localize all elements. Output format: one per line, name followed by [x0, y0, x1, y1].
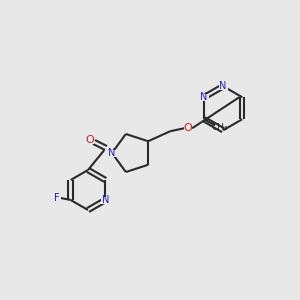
- Text: N: N: [102, 195, 109, 205]
- Bar: [101, 196, 109, 203]
- Bar: [86, 136, 94, 143]
- Text: N: N: [108, 148, 116, 158]
- Bar: [200, 94, 208, 101]
- Bar: [108, 149, 116, 157]
- Text: F: F: [54, 193, 59, 203]
- Bar: [219, 83, 228, 90]
- Text: CH₃: CH₃: [212, 123, 228, 132]
- Bar: [53, 194, 61, 202]
- Text: O: O: [184, 123, 193, 133]
- Text: N: N: [220, 81, 227, 91]
- Text: O: O: [85, 135, 94, 145]
- Bar: [184, 125, 192, 132]
- Text: N: N: [200, 92, 208, 102]
